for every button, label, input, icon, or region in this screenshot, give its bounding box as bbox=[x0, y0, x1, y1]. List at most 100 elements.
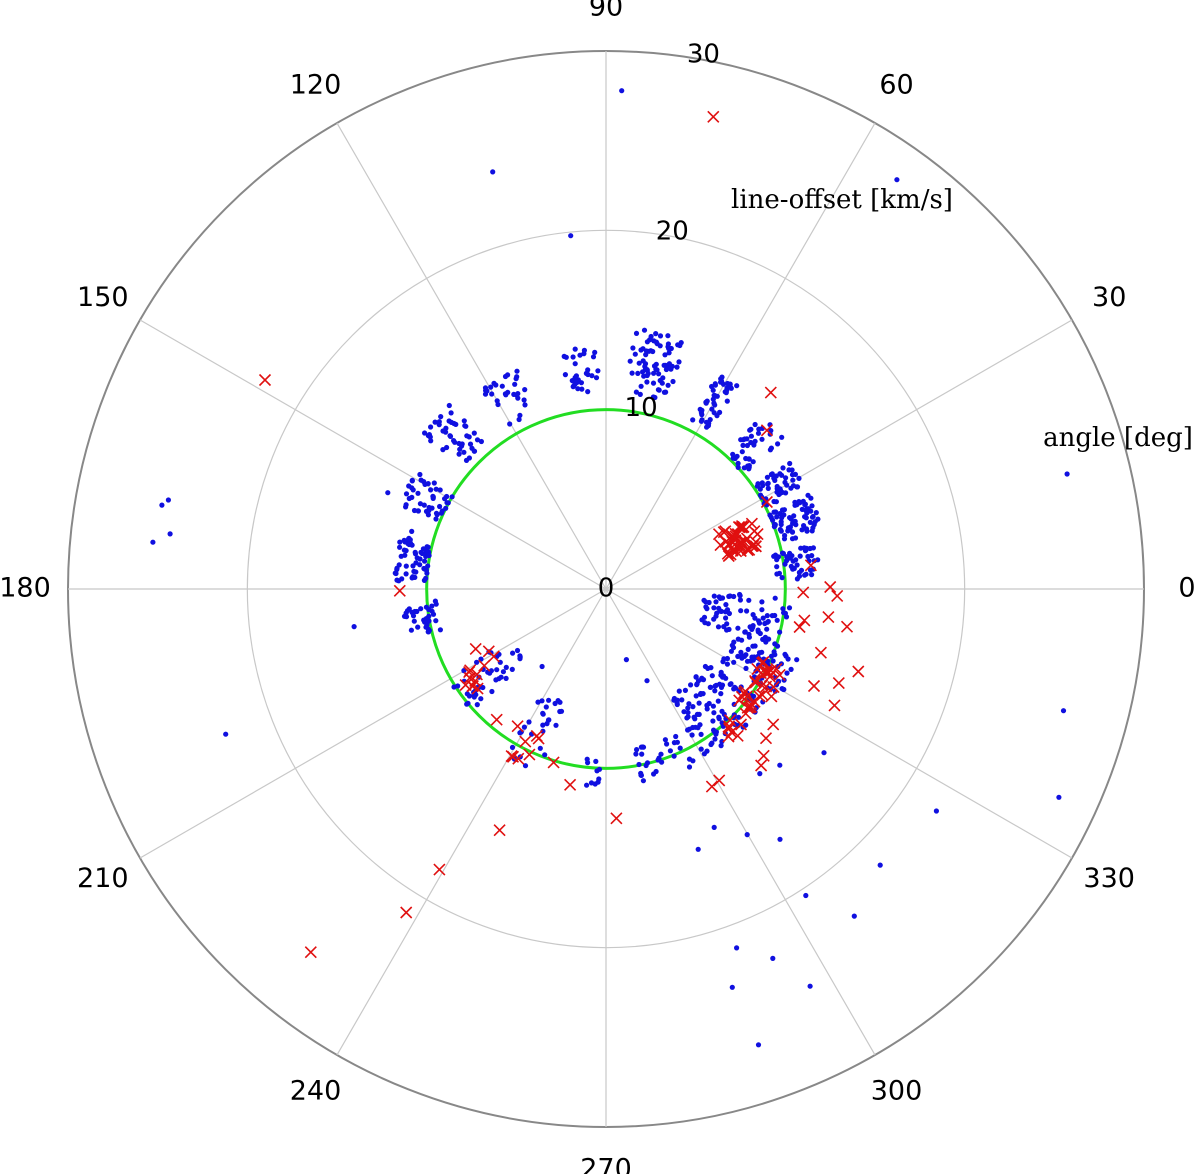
angular-gridline-210 bbox=[139, 588, 607, 859]
data-point-dot bbox=[718, 378, 725, 384]
angular-gridline-240 bbox=[336, 588, 607, 1056]
data-point-dot bbox=[706, 700, 712, 707]
data-point-dot bbox=[461, 418, 467, 424]
data-point-dot bbox=[403, 614, 410, 620]
data-point-dot bbox=[459, 443, 465, 449]
data-point-dot bbox=[425, 512, 431, 518]
data-point-dot bbox=[688, 682, 694, 688]
data-point-cross bbox=[610, 812, 623, 825]
data-point-dot bbox=[727, 681, 733, 688]
data-point-cross bbox=[433, 863, 446, 876]
data-point-dot bbox=[482, 391, 489, 397]
data-point-dot bbox=[775, 441, 781, 447]
data-point-dot bbox=[809, 572, 815, 578]
data-point-dot bbox=[394, 577, 400, 583]
data-point-dot bbox=[789, 553, 795, 559]
data-point-dot bbox=[726, 626, 732, 633]
data-point-dot bbox=[578, 380, 585, 386]
data-point-dot bbox=[409, 542, 415, 548]
data-point-dot bbox=[690, 704, 696, 710]
data-point-dot bbox=[719, 595, 726, 601]
data-point-dot bbox=[724, 661, 731, 667]
data-point-dot bbox=[799, 527, 805, 533]
data-point-dot bbox=[521, 724, 528, 730]
data-point-dot bbox=[734, 945, 740, 951]
data-point-cross bbox=[852, 665, 865, 678]
data-point-dot bbox=[759, 436, 765, 442]
data-point-dot bbox=[636, 360, 642, 366]
data-point-dot bbox=[723, 602, 729, 608]
data-point-cross bbox=[797, 586, 810, 599]
data-point-cross bbox=[735, 520, 749, 533]
data-point-dot bbox=[653, 768, 659, 775]
data-point-dot bbox=[794, 576, 801, 582]
data-point-dot bbox=[718, 691, 724, 697]
data-point-dot bbox=[403, 548, 409, 554]
data-point-dot bbox=[763, 639, 769, 645]
data-point-dot bbox=[746, 456, 752, 462]
data-point-dot bbox=[159, 502, 165, 508]
angle-tick-label-180: 180 bbox=[0, 573, 51, 604]
data-point-dot bbox=[719, 738, 725, 745]
data-point-dot bbox=[710, 396, 716, 402]
data-point-cross bbox=[832, 677, 845, 690]
data-point-dot bbox=[433, 601, 439, 607]
data-point-dot bbox=[877, 862, 883, 868]
data-point-dot bbox=[471, 694, 477, 700]
data-point-dot bbox=[704, 606, 710, 612]
data-point-dot bbox=[729, 642, 735, 648]
data-point-dot bbox=[406, 536, 412, 542]
data-point-dot bbox=[522, 763, 529, 769]
data-point-cross bbox=[760, 495, 773, 509]
data-point-dot bbox=[397, 544, 403, 550]
data-point-dot bbox=[493, 677, 499, 683]
data-point-cross bbox=[564, 778, 577, 791]
data-point-dot bbox=[779, 575, 785, 581]
data-point-dot bbox=[579, 386, 585, 392]
data-point-dot bbox=[585, 389, 591, 395]
data-point-dot bbox=[640, 778, 647, 784]
data-point-dot bbox=[735, 625, 741, 631]
data-point-dot bbox=[803, 892, 809, 899]
data-point-dot bbox=[464, 701, 470, 707]
data-point-dot bbox=[811, 558, 817, 564]
data-point-dot bbox=[590, 354, 597, 360]
data-point-dot bbox=[677, 342, 683, 349]
data-point-dot bbox=[650, 348, 656, 355]
data-point-cross bbox=[734, 542, 747, 555]
data-point-dot bbox=[437, 503, 443, 510]
data-point-dot bbox=[757, 486, 763, 492]
data-point-dot bbox=[796, 475, 802, 481]
data-point-cross bbox=[798, 614, 811, 627]
data-point-dot bbox=[438, 414, 444, 420]
data-point-dot bbox=[810, 566, 816, 572]
data-point-dot bbox=[661, 389, 668, 395]
data-point-cross bbox=[793, 620, 806, 634]
data-point-dot bbox=[514, 374, 520, 380]
data-point-dot bbox=[543, 704, 549, 710]
data-point-dot bbox=[562, 372, 569, 378]
data-point-dot bbox=[784, 670, 790, 676]
data-point-dot bbox=[715, 698, 721, 704]
data-point-dot bbox=[710, 718, 716, 724]
data-point-dot bbox=[593, 375, 600, 381]
data-point-dot bbox=[653, 366, 659, 372]
data-point-dot bbox=[421, 502, 427, 508]
data-point-dot bbox=[643, 352, 649, 358]
data-point-dot bbox=[690, 417, 696, 423]
data-point-dot bbox=[686, 726, 692, 732]
data-point-dot bbox=[664, 741, 670, 747]
data-point-dot bbox=[487, 670, 493, 676]
data-point-cross bbox=[722, 549, 735, 563]
data-point-dot bbox=[769, 471, 775, 477]
data-point-dot bbox=[792, 499, 798, 505]
data-point-dot bbox=[709, 673, 715, 679]
data-point-dot bbox=[737, 591, 743, 598]
data-point-dot bbox=[421, 577, 427, 584]
data-point-dot bbox=[789, 472, 796, 478]
data-point-dot bbox=[589, 373, 595, 379]
data-point-dot bbox=[807, 983, 813, 989]
data-point-dot bbox=[394, 566, 400, 573]
data-point-dot bbox=[665, 344, 671, 350]
